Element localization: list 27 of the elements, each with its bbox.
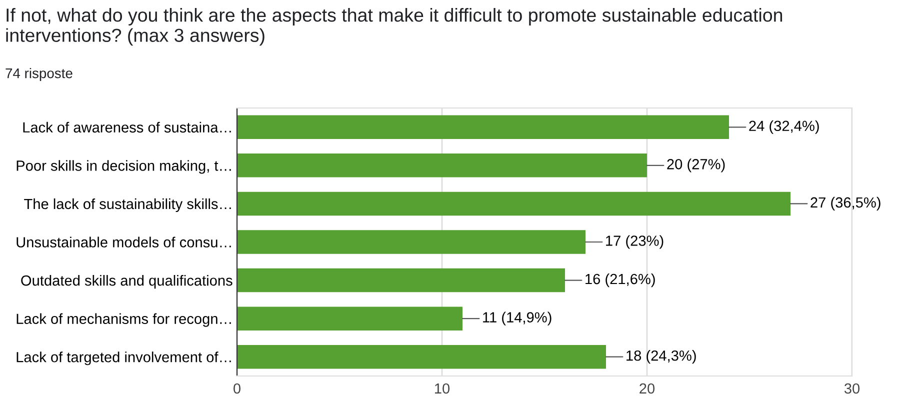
x-tick-label: 0 [234, 383, 240, 394]
x-tick-label: 30 [844, 383, 860, 394]
data-label: 27 (36,5%) [810, 196, 880, 211]
data-label: 11 (14,9%) [483, 312, 552, 326]
data-label: 16 (21,6%) [586, 273, 655, 288]
bar [237, 230, 586, 254]
data-label: 24 (32,4%) [749, 120, 819, 134]
bar [237, 115, 729, 140]
data-label: 20 (27%) [667, 158, 725, 172]
y-tick-label: Unsustainable models of consu… [16, 236, 231, 248]
bar [237, 192, 790, 216]
y-tick-label: Poor skills in decision making, t… [16, 160, 231, 174]
bar [237, 268, 565, 292]
data-label: 18 (24,3%) [626, 350, 696, 364]
x-tick-label: 10 [435, 383, 450, 394]
chart-title: If not, what do you think are the aspects that make it difficult to promote sustainable education interventions? (max 3 answers) [6, 8, 782, 46]
x-tick-label: 20 [640, 383, 655, 394]
bar [237, 306, 462, 330]
bar [237, 154, 647, 178]
y-tick-label: Lack of mechanisms for recogn… [16, 313, 231, 327]
y-tick-label: Lack of awareness of sustaina… [23, 122, 231, 133]
y-tick-label: Outdated skills and qualifications [21, 275, 232, 289]
bar [237, 344, 606, 369]
y-tick-label: Lack of targeted involvement of… [16, 352, 231, 366]
data-label: 17 (23%) [606, 235, 664, 249]
y-tick-label: The lack of sustainability skills… [24, 198, 231, 212]
text: 74 risposte [6, 68, 72, 81]
